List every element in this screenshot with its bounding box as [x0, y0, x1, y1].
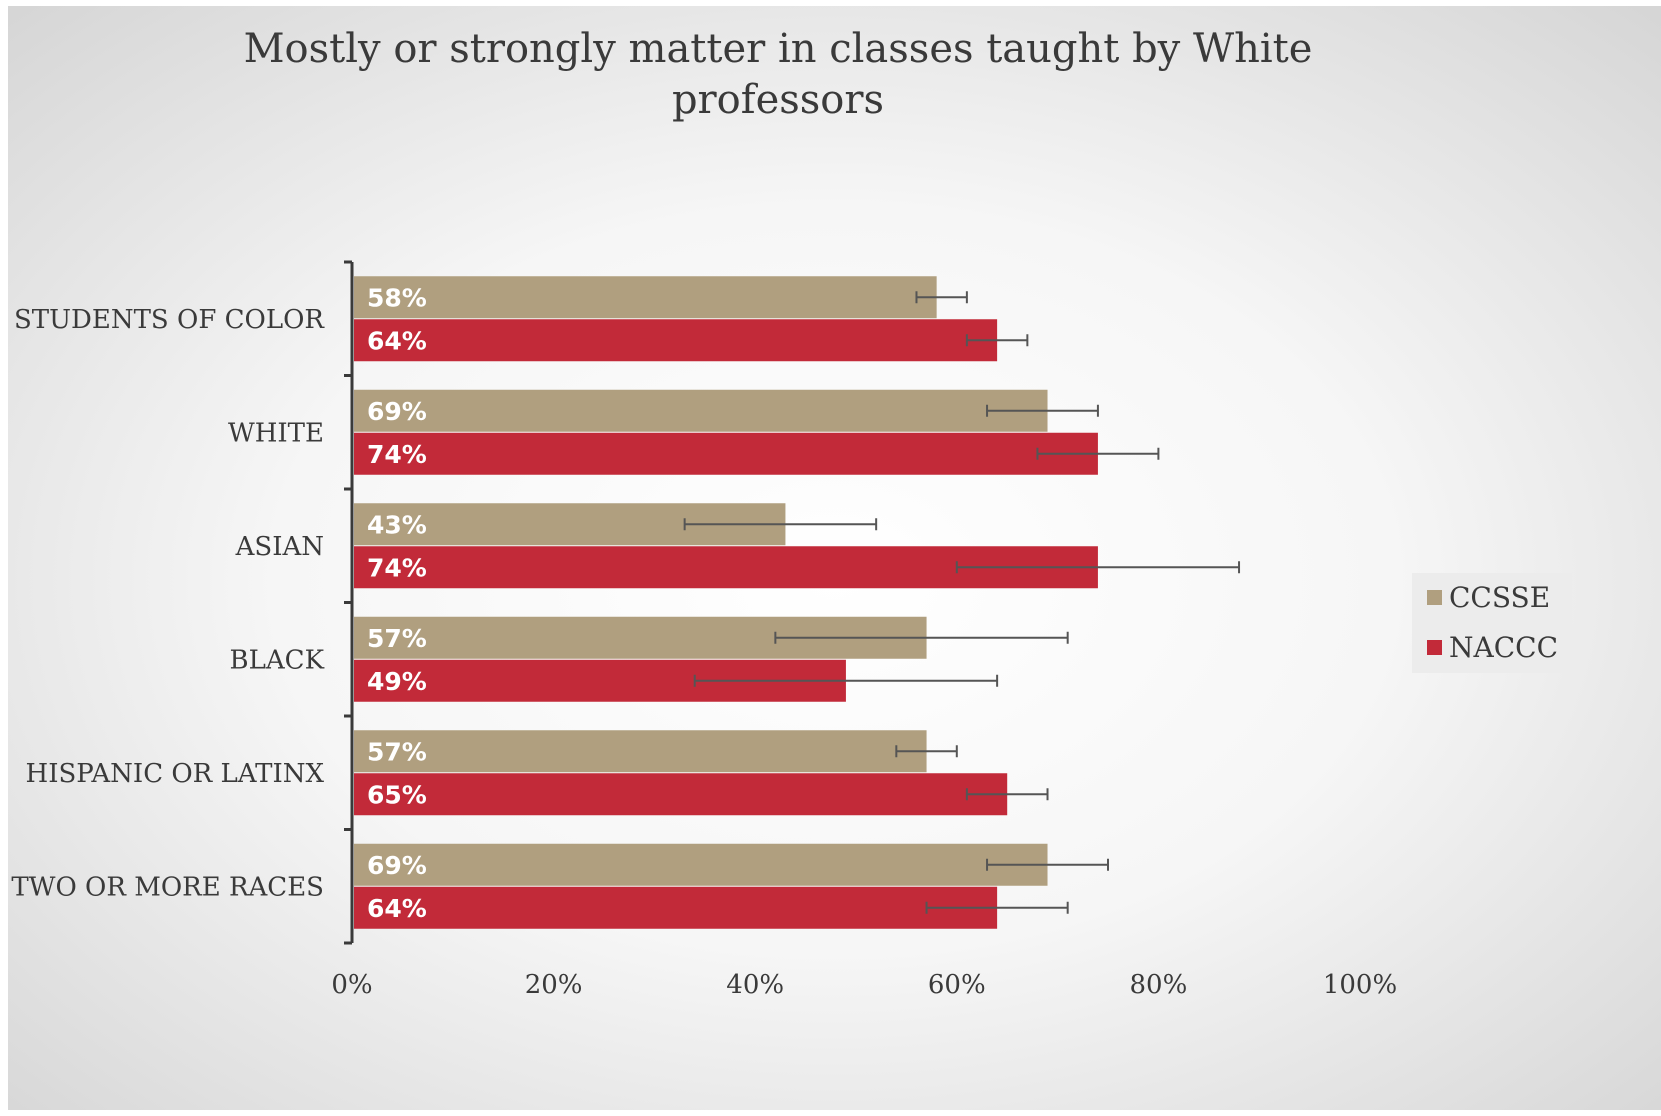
bar-ccsse-1: [354, 276, 937, 319]
legend-label-ccsse: CCSSE: [1449, 581, 1550, 614]
x-tick-label: 60%: [928, 970, 986, 1000]
legend: CCSSE NACCC: [1412, 573, 1572, 673]
bar-ccsse-6: [354, 843, 1048, 886]
data-label-ccsse-3: 43%: [367, 510, 427, 539]
data-label-ccsse-1: 58%: [367, 283, 427, 312]
bar-naccc-6: [354, 886, 998, 929]
bar-naccc-1: [354, 319, 998, 362]
x-tick-label: 0%: [331, 970, 372, 1000]
chart-title-line-1: Mostly or strongly matter in classes tau…: [244, 26, 1313, 72]
data-label-ccsse-2: 69%: [367, 397, 427, 426]
data-label-naccc-5: 65%: [367, 780, 427, 809]
data-label-ccsse-5: 57%: [367, 737, 427, 766]
legend-label-naccc: NACCC: [1449, 631, 1558, 664]
bar-ccsse-2: [354, 389, 1048, 432]
data-label-naccc-2: 74%: [367, 440, 427, 469]
data-label-naccc-6: 64%: [367, 894, 427, 923]
bar-naccc-5: [354, 773, 1008, 816]
category-label-6: TWO OR MORE RACES: [11, 872, 324, 902]
data-label-ccsse-6: 69%: [367, 851, 427, 880]
legend-swatch-ccsse: [1427, 590, 1442, 605]
left-edge-border: [0, 0, 8, 1116]
data-label-naccc-4: 49%: [367, 667, 427, 696]
x-tick-label: 100%: [1323, 970, 1397, 1000]
x-tick-label: 40%: [726, 970, 784, 1000]
legend-swatch-naccc: [1427, 640, 1442, 655]
category-label-4: BLACK: [230, 645, 325, 675]
x-tick-label: 20%: [525, 970, 583, 1000]
chart-title: Mostly or strongly matter in classes tau…: [244, 26, 1313, 123]
bar-ccsse-5: [354, 730, 927, 773]
chart-title-line-2: professors: [672, 77, 884, 123]
data-label-naccc-3: 74%: [367, 553, 427, 582]
legend-background: [1412, 573, 1572, 673]
category-label-2: WHITE: [228, 418, 324, 448]
category-label-3: ASIAN: [235, 532, 324, 562]
data-label-naccc-1: 64%: [367, 326, 427, 355]
category-label-1: STUDENTS OF COLOR: [14, 305, 325, 335]
data-label-ccsse-4: 57%: [367, 624, 427, 653]
bar-naccc-2: [354, 432, 1098, 475]
category-label-5: HISPANIC OR LATINX: [26, 759, 325, 789]
plot-area: 58% 64% STUDENTS OF COLOR 69% 74% WHITE 43% 74%…: [11, 260, 1397, 1000]
x-tick-label: 80%: [1130, 970, 1188, 1000]
